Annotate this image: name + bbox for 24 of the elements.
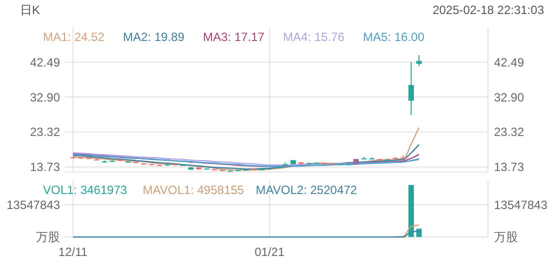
text: 2025-02-18 22:31:03 — [432, 3, 544, 17]
y2-tick-label: 42.49 — [494, 55, 524, 70]
y2-tick-label: 32.90 — [494, 90, 524, 104]
chart-title: 日K — [20, 3, 40, 17]
x-tick-label: 01/21 — [254, 245, 285, 259]
y-axis-title: 万股 — [36, 230, 60, 244]
text: MA1: 24.52 — [43, 30, 105, 44]
text: 13547843 — [6, 198, 60, 212]
y-tick-label: 32.90 — [30, 90, 60, 104]
text: MA3: 17.17 — [203, 30, 265, 44]
y2-axis-title: 万股 — [494, 230, 518, 244]
y2-tick-label: 23.32 — [494, 125, 524, 140]
y-tick-label: 23.32 — [30, 125, 60, 140]
text: VOL1: 3461973 — [43, 183, 128, 197]
text: MA4: 15.76 — [283, 30, 345, 44]
y-tick-label: 13.73 — [30, 160, 60, 174]
x-tick-label: 12/11 — [58, 245, 88, 259]
text: MAVOL2: 2520472 — [256, 183, 358, 197]
text: MA2: 19.89 — [123, 30, 185, 44]
text: MA5: 16.00 — [363, 30, 425, 44]
text: 13547843 — [494, 198, 548, 212]
text: MAVOL1: 4958155 — [142, 183, 244, 197]
y-tick-label: 42.49 — [30, 55, 60, 70]
y2-tick-label: 13.73 — [494, 160, 524, 174]
